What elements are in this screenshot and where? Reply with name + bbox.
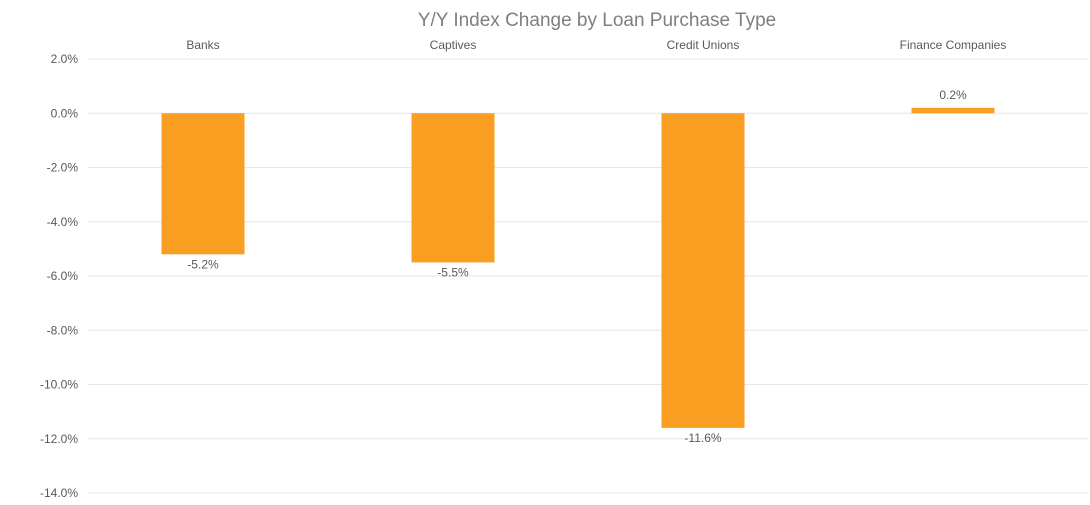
y-tick-label: -12.0% <box>40 432 78 446</box>
data-label: 0.2% <box>939 88 967 102</box>
category-label: Finance Companies <box>900 38 1007 52</box>
y-tick-label: -4.0% <box>47 215 79 229</box>
y-tick-label: -14.0% <box>40 486 78 500</box>
data-label: -5.5% <box>437 265 469 279</box>
bar <box>661 113 745 428</box>
data-labels: -5.2% -5.5% -11.6% 0.2% <box>187 88 967 445</box>
data-label: -5.2% <box>187 257 219 271</box>
gridlines <box>88 58 1088 494</box>
bars <box>161 107 995 428</box>
y-axis-tick-labels: 2.0% 0.0% -2.0% -4.0% -6.0% -8.0% -10.0% -12.0%… <box>40 52 78 500</box>
category-label: Credit Unions <box>667 38 740 52</box>
y-tick-label: -6.0% <box>47 269 79 283</box>
category-labels: Banks Captives Credit Unions Finance Compan… <box>186 38 1006 52</box>
category-label: Banks <box>186 38 219 52</box>
data-label: -11.6% <box>684 431 721 445</box>
y-tick-label: -10.0% <box>40 378 78 392</box>
y-tick-label: 0.0% <box>51 106 79 120</box>
bar <box>911 107 995 114</box>
chart-title: Y/Y Index Change by Loan Purchase Type <box>418 10 776 31</box>
y-tick-label: -8.0% <box>47 323 79 337</box>
y-tick-label: -2.0% <box>47 161 79 175</box>
bar <box>411 113 495 263</box>
y-tick-label: 2.0% <box>51 52 79 66</box>
category-label: Captives <box>430 38 477 52</box>
bar <box>161 113 245 255</box>
